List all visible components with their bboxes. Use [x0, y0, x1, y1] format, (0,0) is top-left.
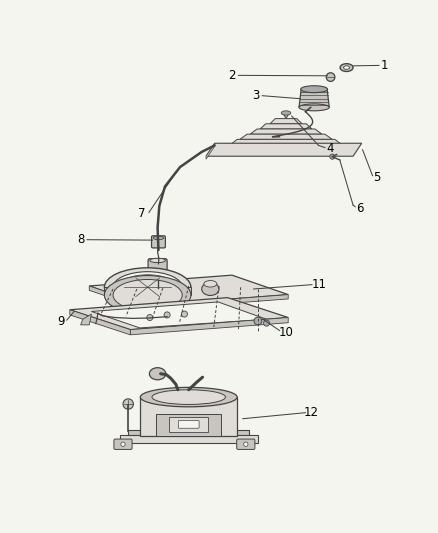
Polygon shape	[128, 430, 249, 436]
Ellipse shape	[150, 259, 166, 263]
Ellipse shape	[113, 272, 182, 303]
Ellipse shape	[204, 280, 217, 287]
Text: 9: 9	[57, 316, 64, 328]
Text: 11: 11	[312, 278, 327, 291]
Ellipse shape	[104, 268, 191, 306]
Polygon shape	[89, 286, 145, 310]
Ellipse shape	[152, 390, 226, 405]
Ellipse shape	[281, 111, 291, 115]
Circle shape	[244, 442, 248, 447]
Text: 3: 3	[252, 89, 259, 102]
Circle shape	[264, 320, 270, 326]
Text: 7: 7	[138, 207, 146, 220]
Polygon shape	[230, 139, 343, 146]
Polygon shape	[156, 414, 221, 436]
Circle shape	[254, 317, 262, 325]
FancyBboxPatch shape	[152, 236, 166, 248]
Polygon shape	[169, 417, 208, 432]
Polygon shape	[70, 297, 288, 329]
Polygon shape	[70, 310, 131, 335]
Polygon shape	[270, 119, 302, 124]
Polygon shape	[206, 143, 215, 159]
Polygon shape	[92, 302, 267, 328]
Polygon shape	[104, 287, 191, 295]
Circle shape	[164, 312, 170, 318]
Ellipse shape	[299, 104, 329, 111]
Text: 4: 4	[326, 142, 334, 155]
Polygon shape	[89, 275, 288, 305]
Polygon shape	[120, 435, 258, 443]
Text: 5: 5	[373, 171, 380, 184]
Polygon shape	[299, 89, 329, 107]
Text: 2: 2	[228, 69, 236, 82]
Polygon shape	[81, 314, 92, 325]
Ellipse shape	[149, 368, 166, 380]
FancyBboxPatch shape	[114, 439, 132, 449]
Polygon shape	[206, 143, 362, 156]
Ellipse shape	[113, 279, 182, 311]
Ellipse shape	[104, 276, 191, 314]
Circle shape	[121, 442, 125, 447]
Text: 10: 10	[279, 326, 294, 339]
FancyBboxPatch shape	[148, 259, 167, 279]
Text: 8: 8	[77, 233, 84, 246]
Circle shape	[123, 399, 134, 409]
Ellipse shape	[140, 387, 237, 407]
Circle shape	[330, 154, 335, 159]
Ellipse shape	[301, 86, 328, 93]
Ellipse shape	[127, 278, 168, 296]
Circle shape	[181, 311, 187, 317]
Polygon shape	[140, 397, 237, 436]
Circle shape	[326, 73, 335, 82]
Polygon shape	[131, 318, 288, 335]
Ellipse shape	[343, 66, 350, 69]
Ellipse shape	[153, 236, 164, 240]
Text: 12: 12	[304, 406, 319, 419]
FancyBboxPatch shape	[178, 421, 199, 428]
Ellipse shape	[150, 276, 166, 280]
Polygon shape	[283, 113, 289, 119]
FancyBboxPatch shape	[237, 439, 255, 449]
Text: 1: 1	[381, 59, 388, 72]
Text: 6: 6	[356, 201, 364, 215]
Polygon shape	[240, 134, 332, 139]
Ellipse shape	[202, 282, 219, 295]
Polygon shape	[260, 124, 312, 129]
Ellipse shape	[340, 63, 353, 71]
Circle shape	[147, 314, 153, 320]
Polygon shape	[145, 295, 288, 310]
Polygon shape	[250, 129, 322, 134]
